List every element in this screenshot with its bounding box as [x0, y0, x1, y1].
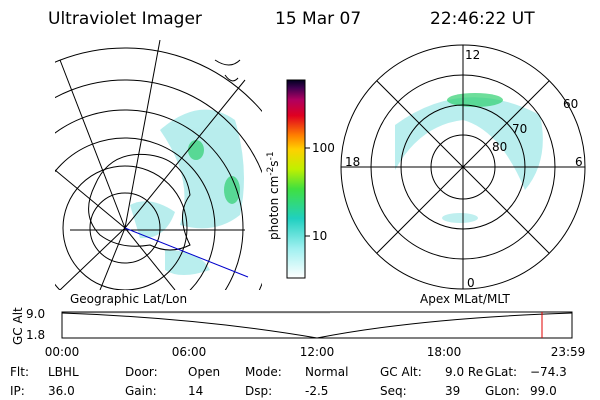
colorbar-tick-label: 10 — [312, 229, 327, 243]
info-label: Dsp: — [245, 384, 272, 398]
orbit-xtick: 23:59 — [551, 345, 586, 359]
orbit-xtick: 12:00 — [300, 345, 335, 359]
mlt-label: 18 — [345, 155, 360, 169]
orbit-xtick: 00:00 — [45, 345, 80, 359]
date: 15 Mar 07 — [275, 9, 361, 29]
info-value: LBHL — [48, 365, 79, 379]
colorbar-unit: photon cm-2s-1 — [266, 151, 281, 240]
colorbar-tick-label: 100 — [312, 141, 335, 155]
info-label: Gain: — [125, 384, 157, 398]
unit-exp: -1 — [266, 151, 276, 160]
info-label: GC Alt: — [380, 365, 422, 379]
info-label: Flt: — [10, 365, 29, 379]
info-label: IP: — [10, 384, 25, 398]
info-value: Normal — [305, 365, 348, 379]
info-label: GLat: — [485, 365, 517, 379]
mlt-label: 12 — [465, 48, 480, 62]
lat-label: 70 — [512, 122, 527, 136]
info-value: -2.5 — [305, 384, 328, 398]
orbit-xtick: 18:00 — [427, 345, 462, 359]
right-panel-label: Apex MLat/MLT — [420, 292, 510, 306]
orbit-ytick: 1.8 — [26, 328, 45, 342]
left-panel-label: Geographic Lat/Lon — [70, 292, 187, 306]
lat-label: 60 — [563, 97, 578, 111]
orbit-plot-frame — [61, 311, 573, 339]
mlt-polar — [340, 44, 586, 290]
colorbar — [286, 79, 306, 279]
title: Ultraviolet Imager — [48, 9, 202, 29]
orbit-curve — [61, 312, 573, 339]
unit-base: photon cm — [267, 176, 281, 240]
orbit-ylabel: GC Alt — [11, 307, 25, 345]
info-value: 14 — [188, 384, 203, 398]
info-value: 39 — [445, 384, 460, 398]
unit-exp: -2 — [266, 167, 276, 176]
mlt-label: 0 — [467, 276, 475, 290]
orbit-xtick: 06:00 — [172, 345, 207, 359]
info-label: Seq: — [380, 384, 407, 398]
lat-label: 80 — [492, 140, 507, 154]
info-value: Open — [188, 365, 220, 379]
unit-mid: s — [267, 160, 281, 166]
time: 22:46:22 UT — [430, 9, 535, 29]
geographic-map — [55, 40, 262, 290]
orbit-ytick: 9.0 — [26, 307, 45, 321]
info-value: −74.3 — [530, 365, 567, 379]
info-value: 9.0 Re — [445, 365, 483, 379]
mlt-label: 6 — [575, 155, 583, 169]
info-value: 36.0 — [48, 384, 75, 398]
info-label: Mode: — [245, 365, 282, 379]
info-panel: Flt: LBHL IP: 36.0 Door: Open Gain: 14 Mode: Norm… — [10, 365, 567, 398]
info-label: GLon: — [485, 384, 520, 398]
info-value: 99.0 — [530, 384, 557, 398]
info-label: Door: — [125, 365, 158, 379]
